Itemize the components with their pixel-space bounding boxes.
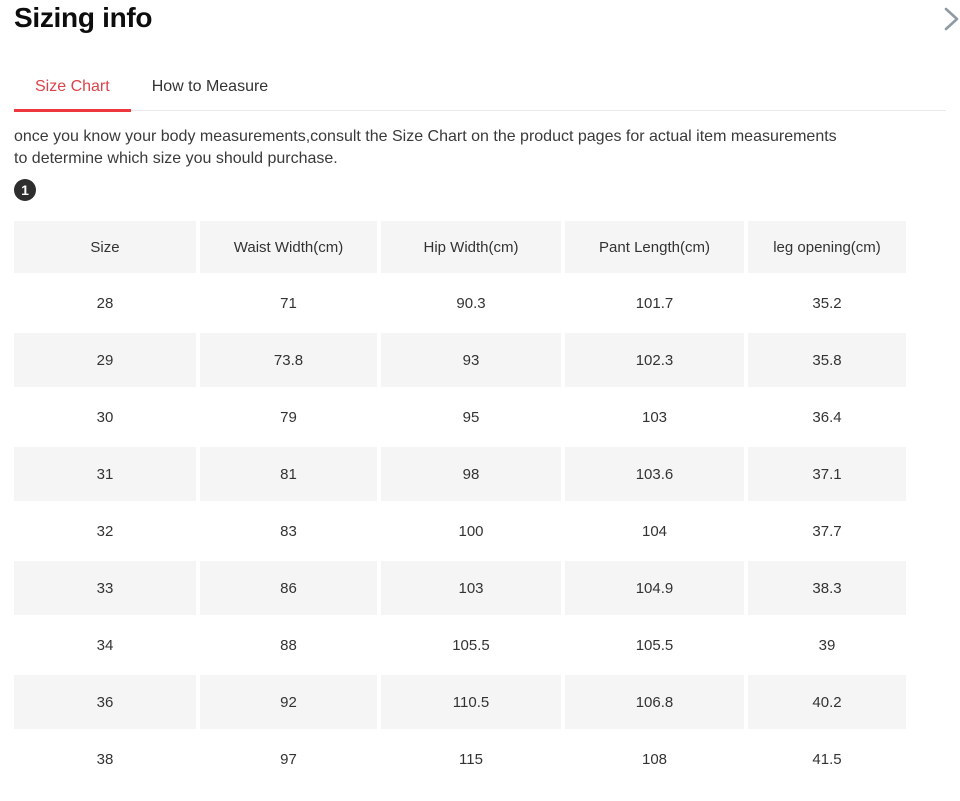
- table-cell: 29: [14, 333, 196, 387]
- table-cell: 71: [200, 276, 377, 330]
- page-title: Sizing info: [14, 2, 153, 33]
- size-chart-table: Size Waist Width(cm) Hip Width(cm) Pant …: [14, 221, 906, 786]
- table-cell: 108: [565, 732, 744, 786]
- table-cell: 39: [748, 618, 906, 672]
- table-cell: 92: [200, 675, 377, 729]
- table-cell: 97: [200, 732, 377, 786]
- table-cell: 38: [14, 732, 196, 786]
- table-cell: 34: [14, 618, 196, 672]
- table-cell: 73.8: [200, 333, 377, 387]
- table-cell: 98: [381, 447, 561, 501]
- table-cell: 37.1: [748, 447, 906, 501]
- table-cell: 105.5: [381, 618, 561, 672]
- table-cell: 79: [200, 390, 377, 444]
- sizing-description: once you know your body measurements,con…: [14, 128, 837, 167]
- table-cell: 104.9: [565, 561, 744, 615]
- tab-how-to-measure[interactable]: How to Measure: [151, 78, 269, 95]
- table-cell: 100: [381, 504, 561, 558]
- chevron-right-icon[interactable]: [943, 4, 960, 34]
- tab-size-chart[interactable]: Size Chart: [14, 68, 131, 112]
- step-1-badge: 1: [14, 179, 36, 201]
- table-cell: 95: [381, 390, 561, 444]
- table-cell: 88: [200, 618, 377, 672]
- table-cell: 106.8: [565, 675, 744, 729]
- table-cell: 40.2: [748, 675, 906, 729]
- table-cell: 30: [14, 390, 196, 444]
- table-cell: 103.6: [565, 447, 744, 501]
- table-cell: 41.5: [748, 732, 906, 786]
- table-cell: 93: [381, 333, 561, 387]
- table-cell: 35.8: [748, 333, 906, 387]
- table-cell: 105.5: [565, 618, 744, 672]
- table-cell: 102.3: [565, 333, 744, 387]
- tab-bar: Size Chart How to Measure: [14, 68, 946, 112]
- table-cell: 38.3: [748, 561, 906, 615]
- header-pant-length: Pant Length(cm): [565, 221, 744, 273]
- table-cell: 115: [381, 732, 561, 786]
- table-cell: 104: [565, 504, 744, 558]
- table-cell: 36: [14, 675, 196, 729]
- table-cell: 103: [565, 390, 744, 444]
- table-cell: 90.3: [381, 276, 561, 330]
- table-cell: 31: [14, 447, 196, 501]
- table-cell: 83: [200, 504, 377, 558]
- header-waist-width: Waist Width(cm): [200, 221, 377, 273]
- header-size: Size: [14, 221, 196, 273]
- sizing-info-panel: Sizing info Size Chart How to Measure on…: [0, 2, 960, 786]
- table-cell: 28: [14, 276, 196, 330]
- table-cell: 33: [14, 561, 196, 615]
- table-cell: 37.7: [748, 504, 906, 558]
- table-cell: 36.4: [748, 390, 906, 444]
- header-leg-opening: leg opening(cm): [748, 221, 906, 273]
- table-cell: 35.2: [748, 276, 906, 330]
- table-cell: 86: [200, 561, 377, 615]
- header-hip-width: Hip Width(cm): [381, 221, 561, 273]
- table-cell: 32: [14, 504, 196, 558]
- table-cell: 81: [200, 447, 377, 501]
- table-cell: 110.5: [381, 675, 561, 729]
- table-cell: 103: [381, 561, 561, 615]
- table-cell: 101.7: [565, 276, 744, 330]
